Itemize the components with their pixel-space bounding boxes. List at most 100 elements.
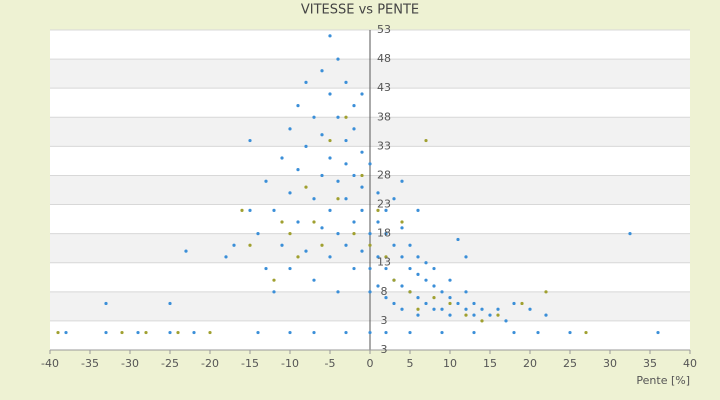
x-tick-label: -10 xyxy=(281,357,299,370)
point xyxy=(464,313,468,317)
point xyxy=(360,92,364,96)
x-tick-label: 40 xyxy=(683,357,697,370)
point xyxy=(192,330,196,335)
y-tick-label: 38 xyxy=(377,110,391,123)
x-tick-label: 0 xyxy=(367,357,374,370)
point xyxy=(312,278,316,282)
point xyxy=(368,266,372,271)
point xyxy=(304,249,308,253)
point xyxy=(512,330,516,335)
point xyxy=(440,330,444,335)
x-tick-label: -40 xyxy=(41,357,59,370)
point xyxy=(504,319,508,323)
y-tick-label: 28 xyxy=(377,168,391,181)
point xyxy=(256,330,260,335)
point xyxy=(288,191,292,195)
point xyxy=(296,168,300,172)
point xyxy=(488,313,492,317)
point xyxy=(264,179,268,183)
y-tick-label: 8 xyxy=(381,285,388,298)
point xyxy=(104,301,108,306)
point xyxy=(296,255,300,259)
point xyxy=(392,278,396,282)
point xyxy=(344,243,348,247)
point xyxy=(416,255,420,259)
point xyxy=(448,296,452,300)
point xyxy=(344,162,348,166)
point xyxy=(376,208,380,212)
point xyxy=(328,92,332,96)
point xyxy=(568,330,572,335)
point xyxy=(336,197,340,201)
point xyxy=(384,330,388,335)
point xyxy=(400,179,404,183)
point xyxy=(376,220,380,224)
point xyxy=(424,138,428,143)
point xyxy=(408,290,412,294)
point xyxy=(296,104,300,108)
point xyxy=(56,330,60,335)
point xyxy=(400,307,404,311)
point xyxy=(392,301,396,306)
point xyxy=(328,34,332,38)
point xyxy=(352,266,356,271)
point xyxy=(536,330,540,335)
point xyxy=(432,266,436,271)
point xyxy=(240,208,244,212)
x-tick-label: -35 xyxy=(81,357,99,370)
point xyxy=(344,330,348,335)
point xyxy=(416,296,420,300)
point xyxy=(344,80,348,84)
point xyxy=(480,307,484,311)
point xyxy=(376,191,380,195)
point xyxy=(312,197,316,201)
point xyxy=(424,278,428,282)
point xyxy=(368,162,372,166)
point xyxy=(368,232,372,236)
point xyxy=(264,266,268,271)
point xyxy=(656,330,660,335)
point xyxy=(328,208,332,212)
x-tick-label: -20 xyxy=(201,357,219,370)
point xyxy=(328,156,332,160)
point xyxy=(360,185,364,189)
x-tick-label: 30 xyxy=(603,357,617,370)
x-axis-label: Pente [%] xyxy=(636,374,690,387)
point xyxy=(368,290,372,294)
point xyxy=(336,232,340,236)
y-tick-label: 13 xyxy=(377,256,391,269)
point xyxy=(480,319,484,323)
point xyxy=(256,232,260,236)
point xyxy=(280,243,284,247)
x-tick-label: 10 xyxy=(443,357,457,370)
point xyxy=(352,173,356,178)
x-tick-label: 35 xyxy=(643,357,657,370)
point xyxy=(496,313,500,317)
point xyxy=(120,330,124,335)
point xyxy=(304,185,308,189)
point xyxy=(280,220,284,224)
point xyxy=(628,232,632,236)
point xyxy=(288,232,292,236)
point xyxy=(408,330,412,335)
point xyxy=(232,243,236,247)
point xyxy=(360,150,364,154)
point xyxy=(304,144,308,148)
point xyxy=(472,313,476,317)
x-tick-label: 5 xyxy=(407,357,414,370)
point xyxy=(544,290,548,294)
point xyxy=(352,104,356,108)
point xyxy=(360,249,364,253)
point xyxy=(368,243,372,247)
point xyxy=(272,208,276,212)
x-tick-label: -30 xyxy=(121,357,139,370)
point xyxy=(416,208,420,212)
point xyxy=(320,243,324,247)
y-tick-label: 48 xyxy=(377,52,391,65)
point xyxy=(424,261,428,265)
point xyxy=(336,290,340,294)
point xyxy=(336,115,340,119)
point xyxy=(168,330,172,335)
point xyxy=(584,330,588,335)
point xyxy=(448,313,452,317)
